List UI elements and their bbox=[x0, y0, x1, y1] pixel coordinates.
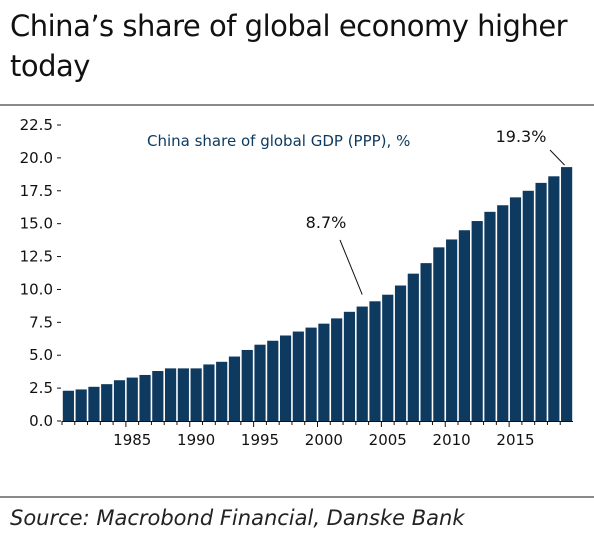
bar-2014 bbox=[497, 205, 509, 421]
y-axis: 0.0 2.5 5.0 7.5 10.0 12.5 15.0 17.5 20.0 22.5 bbox=[20, 116, 61, 430]
bar-2015 bbox=[509, 197, 522, 421]
chart-title: China’s share of global economy higher t… bbox=[10, 9, 568, 83]
bar-1980 bbox=[62, 390, 74, 421]
y-tick-label: 7.5 bbox=[29, 313, 53, 331]
bar-2010 bbox=[446, 239, 458, 421]
y-tick-label: 20.0 bbox=[20, 149, 53, 167]
bar-1982 bbox=[88, 386, 100, 421]
x-axis: 1985 1990 1995 2000 2005 2010 2015 bbox=[61, 421, 573, 449]
bar-2001 bbox=[331, 318, 343, 421]
y-tick-label: 2.5 bbox=[29, 379, 53, 397]
bar-1984 bbox=[113, 380, 126, 421]
bar-1993 bbox=[228, 356, 241, 421]
bar-2019 bbox=[561, 167, 573, 421]
x-tick-label: 1990 bbox=[177, 431, 215, 449]
bar-2012 bbox=[471, 221, 483, 421]
bars bbox=[62, 167, 573, 421]
bar-2013 bbox=[484, 211, 496, 421]
bar-1989 bbox=[177, 368, 189, 421]
bar-1986 bbox=[139, 374, 151, 421]
bar-1991 bbox=[203, 364, 215, 421]
bar-1997 bbox=[279, 335, 292, 421]
bar-1983 bbox=[101, 384, 113, 421]
annotation-label: 19.3% bbox=[496, 127, 547, 146]
x-tick-label: 2005 bbox=[369, 431, 407, 449]
bar-2011 bbox=[458, 230, 470, 421]
annotation-leader bbox=[549, 149, 565, 166]
bar-1981 bbox=[75, 389, 87, 421]
bar-2004 bbox=[369, 301, 381, 421]
bar-2000 bbox=[318, 323, 330, 421]
source-note: Source: Macrobond Financial, Danske Bank bbox=[10, 506, 465, 530]
bar-2009 bbox=[433, 247, 445, 421]
annotation-label: 8.7% bbox=[306, 213, 347, 232]
bar-1987 bbox=[152, 371, 164, 421]
bottom-divider bbox=[0, 496, 594, 498]
x-tick-label: 2015 bbox=[496, 431, 534, 449]
bar-1985 bbox=[126, 377, 138, 421]
annotation-leader bbox=[339, 239, 363, 295]
y-tick-label: 15.0 bbox=[20, 215, 53, 233]
bar-2007 bbox=[407, 273, 419, 421]
y-tick-label: 0.0 bbox=[29, 412, 53, 430]
bar-1990 bbox=[190, 368, 202, 421]
y-tick-label: 17.5 bbox=[20, 182, 53, 200]
y-tick-label: 22.5 bbox=[20, 116, 53, 134]
bar-2016 bbox=[522, 190, 534, 421]
y-tick-label: 5.0 bbox=[29, 346, 53, 364]
bar-2008 bbox=[420, 263, 432, 421]
x-tick-label: 2000 bbox=[305, 431, 343, 449]
bar-1996 bbox=[267, 340, 279, 421]
bar-1988 bbox=[165, 368, 177, 421]
bar-2002 bbox=[343, 311, 356, 421]
bar-1998 bbox=[292, 331, 304, 421]
x-tick-label: 1995 bbox=[241, 431, 279, 449]
x-tick-label: 2010 bbox=[433, 431, 471, 449]
x-tick-label: 1985 bbox=[113, 431, 151, 449]
bar-chart: 0.0 2.5 5.0 7.5 10.0 12.5 15.0 17.5 20.0 22.5 198… bbox=[20, 116, 573, 449]
bar-1995 bbox=[254, 344, 266, 421]
bar-2018 bbox=[548, 176, 560, 421]
bar-2003 bbox=[356, 306, 368, 421]
bar-2017 bbox=[535, 182, 547, 421]
annotations: 8.7% 19.3% bbox=[306, 127, 565, 295]
y-tick-label: 10.0 bbox=[20, 280, 53, 298]
bar-1992 bbox=[216, 361, 228, 421]
bar-1994 bbox=[241, 349, 253, 421]
bar-1999 bbox=[305, 327, 317, 421]
top-divider bbox=[0, 104, 594, 106]
y-tick-label: 12.5 bbox=[20, 248, 53, 266]
chart-inner-title: China share of global GDP (PPP), % bbox=[147, 132, 410, 150]
bar-2005 bbox=[382, 294, 394, 421]
bar-2006 bbox=[394, 285, 407, 421]
